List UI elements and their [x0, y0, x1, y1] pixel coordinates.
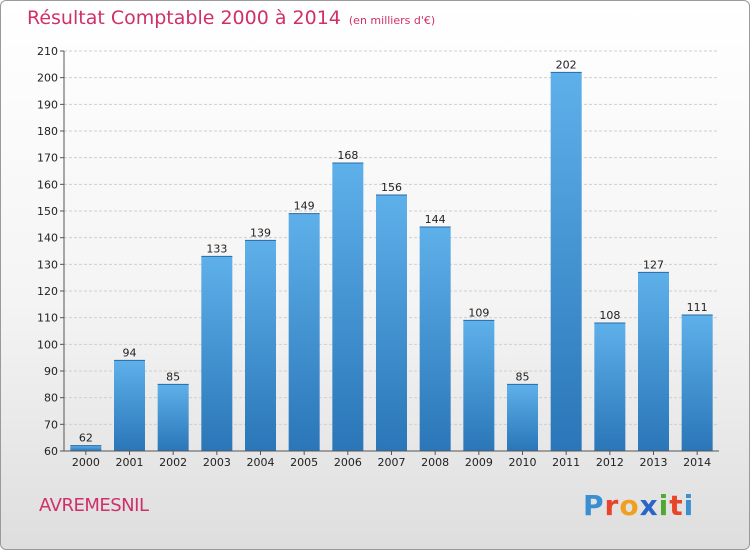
y-tick-label: 200	[37, 72, 58, 85]
bar	[70, 445, 102, 451]
y-tick-label: 150	[37, 205, 58, 218]
logo-letter: t	[669, 489, 684, 522]
logo-letter: i	[658, 489, 670, 522]
chart-title: Résultat Comptable 2000 à 2014 (en millie…	[27, 7, 435, 29]
place-name: AVREMESNIL	[39, 495, 149, 516]
bar	[201, 256, 233, 451]
title-text: Résultat Comptable 2000 à 2014	[27, 7, 341, 29]
bar-value-label: 144	[425, 213, 446, 226]
bar-value-label: 168	[337, 149, 358, 162]
y-tick-label: 160	[37, 178, 58, 191]
bar-value-label: 127	[643, 258, 664, 271]
bar	[157, 384, 189, 451]
y-tick-label: 130	[37, 258, 58, 271]
y-tick-label: 60	[44, 445, 58, 458]
bar	[594, 323, 626, 451]
bar	[376, 195, 407, 451]
x-tick-label: 2011	[552, 456, 580, 469]
logo-letter: i	[683, 489, 695, 522]
bar	[638, 272, 669, 451]
bar	[245, 240, 276, 451]
y-tick-label: 110	[37, 312, 58, 325]
bar-value-label: 139	[250, 226, 271, 239]
y-tick-label: 100	[37, 338, 58, 351]
bar-value-label: 94	[123, 346, 137, 359]
x-tick-label: 2003	[203, 456, 231, 469]
y-tick-label: 140	[37, 232, 58, 245]
logo-letter: x	[639, 489, 659, 522]
x-tick-label: 2005	[290, 456, 318, 469]
bar	[419, 227, 451, 451]
y-tick-label: 210	[37, 45, 58, 58]
y-tick-label: 80	[44, 392, 58, 405]
logo-letter: r	[604, 489, 620, 522]
y-tick-label: 190	[37, 98, 58, 111]
bar	[114, 360, 145, 451]
bar	[681, 315, 713, 451]
y-tick-label: 170	[37, 152, 58, 165]
labels: 62 94 85 133 139 149 168 156 144 109 85 202 108 127 11…	[79, 58, 708, 444]
bar	[550, 72, 582, 451]
bars	[70, 71, 713, 451]
logo-letter: P	[583, 489, 605, 522]
y-tick-label: 120	[37, 285, 58, 298]
bar	[463, 320, 495, 451]
bar-value-label: 109	[468, 306, 489, 319]
bar-value-label: 202	[556, 58, 577, 71]
x-tick-label: 2008	[421, 456, 449, 469]
logo-letter: o	[619, 489, 640, 522]
x-tick-label: 2001	[116, 456, 144, 469]
x-tick-label: 2013	[640, 456, 668, 469]
bar-value-label: 85	[516, 370, 530, 383]
bar-value-label: 85	[166, 370, 180, 383]
x-tick-label: 2004	[247, 456, 275, 469]
bar-value-label: 133	[206, 242, 227, 255]
bar-value-label: 62	[79, 432, 93, 445]
bar-value-label: 111	[687, 301, 708, 314]
bar	[332, 163, 364, 451]
y-tick-label: 180	[37, 125, 58, 138]
x-tick-label: 2012	[596, 456, 624, 469]
bar-value-label: 108	[599, 309, 620, 322]
x-tick-label: 2009	[465, 456, 493, 469]
bar-value-label: 156	[381, 181, 402, 194]
x-tick-label: 2002	[159, 456, 187, 469]
x-tick-label: 2014	[683, 456, 711, 469]
bar-value-label: 149	[294, 200, 315, 213]
axes: 60 70 80 90 100 110 120 130 140 150 160 170 180 190 20…	[37, 45, 719, 469]
y-tick-label: 70	[44, 418, 58, 431]
bar	[288, 213, 320, 451]
y-tick-label: 90	[44, 365, 58, 378]
x-tick-label: 2000	[72, 456, 100, 469]
x-tick-label: 2010	[509, 456, 537, 469]
x-tick-label: 2007	[378, 456, 406, 469]
proxiti-logo[interactable]: Proxiti	[583, 489, 694, 522]
bar	[507, 384, 538, 451]
x-tick-label: 2006	[334, 456, 362, 469]
chart-subtitle: (en milliers d'€)	[348, 14, 436, 27]
